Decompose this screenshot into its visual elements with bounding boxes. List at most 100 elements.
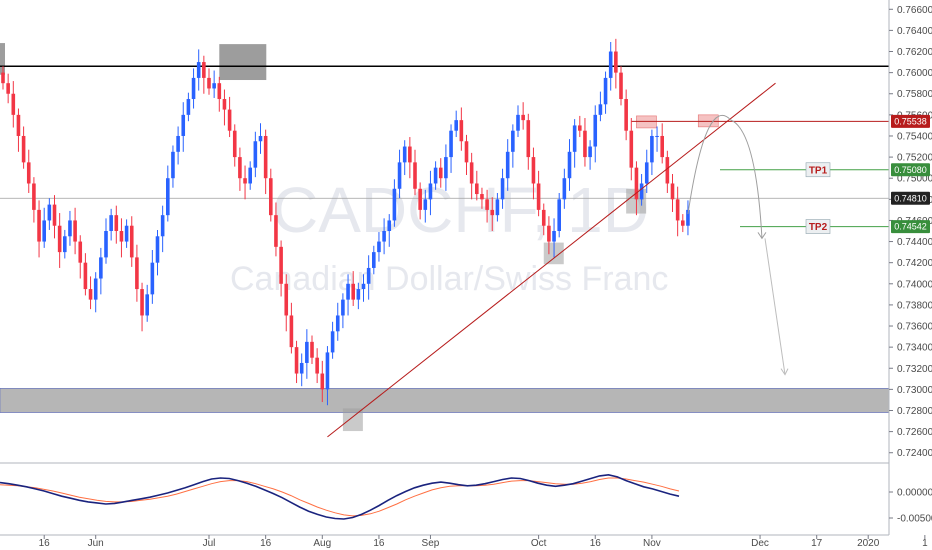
candle-body <box>619 72 623 100</box>
target-tag-box <box>805 219 831 234</box>
candle-body <box>140 289 144 316</box>
time-tick-label: 1 <box>922 538 928 549</box>
candle-body <box>567 151 572 179</box>
candle-body <box>289 315 294 348</box>
candle-body <box>32 183 36 210</box>
projection-path <box>687 114 763 239</box>
candle-body <box>454 120 458 131</box>
candle-body <box>490 209 495 216</box>
candle-body <box>78 241 83 263</box>
entry-box <box>636 115 657 129</box>
candle-body <box>341 299 345 316</box>
candle-body <box>531 157 536 184</box>
macd-line <box>0 473 680 520</box>
candle-body <box>428 183 433 200</box>
symbol-watermark: CADCHF, 1D <box>272 174 649 246</box>
candle-body <box>516 114 520 131</box>
candle-body <box>686 209 690 226</box>
candle-body <box>593 114 598 147</box>
candle-body <box>212 83 216 89</box>
candle-body <box>629 130 634 168</box>
price-label-box <box>891 114 930 128</box>
time-tick-label: 16 <box>373 538 385 549</box>
candle-body <box>356 289 361 300</box>
candle-body <box>243 178 247 184</box>
candle-body <box>310 341 314 358</box>
candle-body <box>129 225 134 258</box>
candle-body <box>464 141 469 163</box>
candle-body <box>418 188 422 210</box>
price-tick-label: 0.73400 <box>897 343 932 354</box>
candle-body <box>351 283 355 300</box>
price-tick-label: 0.76400 <box>897 26 932 37</box>
time-tick-label: 17 <box>811 538 823 549</box>
candle-body <box>552 231 556 242</box>
candle-body <box>541 209 546 226</box>
candle-body <box>222 99 227 110</box>
time-tick-label: Aug <box>313 538 331 549</box>
candle-body <box>16 114 21 136</box>
time-tick-label: Jun <box>88 538 104 549</box>
entry-box <box>697 114 719 128</box>
candle-body <box>191 77 196 100</box>
time-tick-label: 16 <box>39 538 51 549</box>
candle-body <box>392 188 397 221</box>
candle-body <box>562 178 567 200</box>
candle-body <box>583 130 587 158</box>
candle-body <box>469 162 474 184</box>
candle-body <box>217 83 222 100</box>
candle-body <box>11 93 16 115</box>
candle-body <box>557 199 561 231</box>
candle-body <box>408 146 412 163</box>
price-label-box <box>891 163 930 177</box>
oscillator-pane <box>0 473 680 520</box>
candle-body <box>382 231 386 242</box>
candle-body <box>114 215 119 231</box>
candle-body <box>57 225 62 253</box>
candle-body <box>52 204 57 226</box>
candle-body <box>238 157 242 179</box>
candles-layer <box>1 38 690 406</box>
target-tag-box <box>805 162 831 178</box>
candle-body <box>397 162 402 189</box>
candle-body <box>413 162 417 189</box>
candle-body <box>1 72 5 84</box>
candle-body <box>160 215 165 237</box>
candle-body <box>495 199 500 216</box>
candle-body <box>186 99 191 115</box>
candle-body <box>675 199 680 221</box>
candle-body <box>665 157 670 184</box>
candle-body <box>6 83 10 94</box>
candle-body <box>423 199 428 210</box>
long-projection-path <box>764 238 786 375</box>
candle-body <box>274 215 278 247</box>
time-axis[interactable]: 16 Jun Jul 16 Aug 16 Sep Oct 16 Nov Dec 17 2020 1 <box>39 535 928 549</box>
candle-body <box>614 51 618 73</box>
candle-body <box>372 252 376 268</box>
candle-body <box>176 135 180 152</box>
price-tick-label: 0.73800 <box>897 300 932 311</box>
price-tick-label: 0.73600 <box>897 322 932 333</box>
candle-body <box>480 194 484 200</box>
candle-body <box>475 183 479 195</box>
candle-body <box>588 146 592 158</box>
zones-layer <box>0 43 890 432</box>
candle-body <box>377 241 381 253</box>
oscillator-axis: 0.00000 -0.00500 <box>889 488 932 525</box>
candle-body <box>93 278 98 300</box>
price-label-box <box>891 191 930 205</box>
candle-body <box>572 125 577 152</box>
candle-body <box>433 167 438 184</box>
candle-body <box>88 289 93 300</box>
price-tick-label: 0.75200 <box>897 153 932 164</box>
ascending-trendline <box>327 82 776 438</box>
time-tick-label: Sep <box>422 538 440 549</box>
candle-body <box>68 220 72 237</box>
candle-body <box>305 341 309 363</box>
candle-body <box>603 77 608 105</box>
candle-body <box>181 114 186 136</box>
candle-body <box>639 183 644 200</box>
candle-body <box>227 109 232 131</box>
candle-body <box>299 362 304 374</box>
